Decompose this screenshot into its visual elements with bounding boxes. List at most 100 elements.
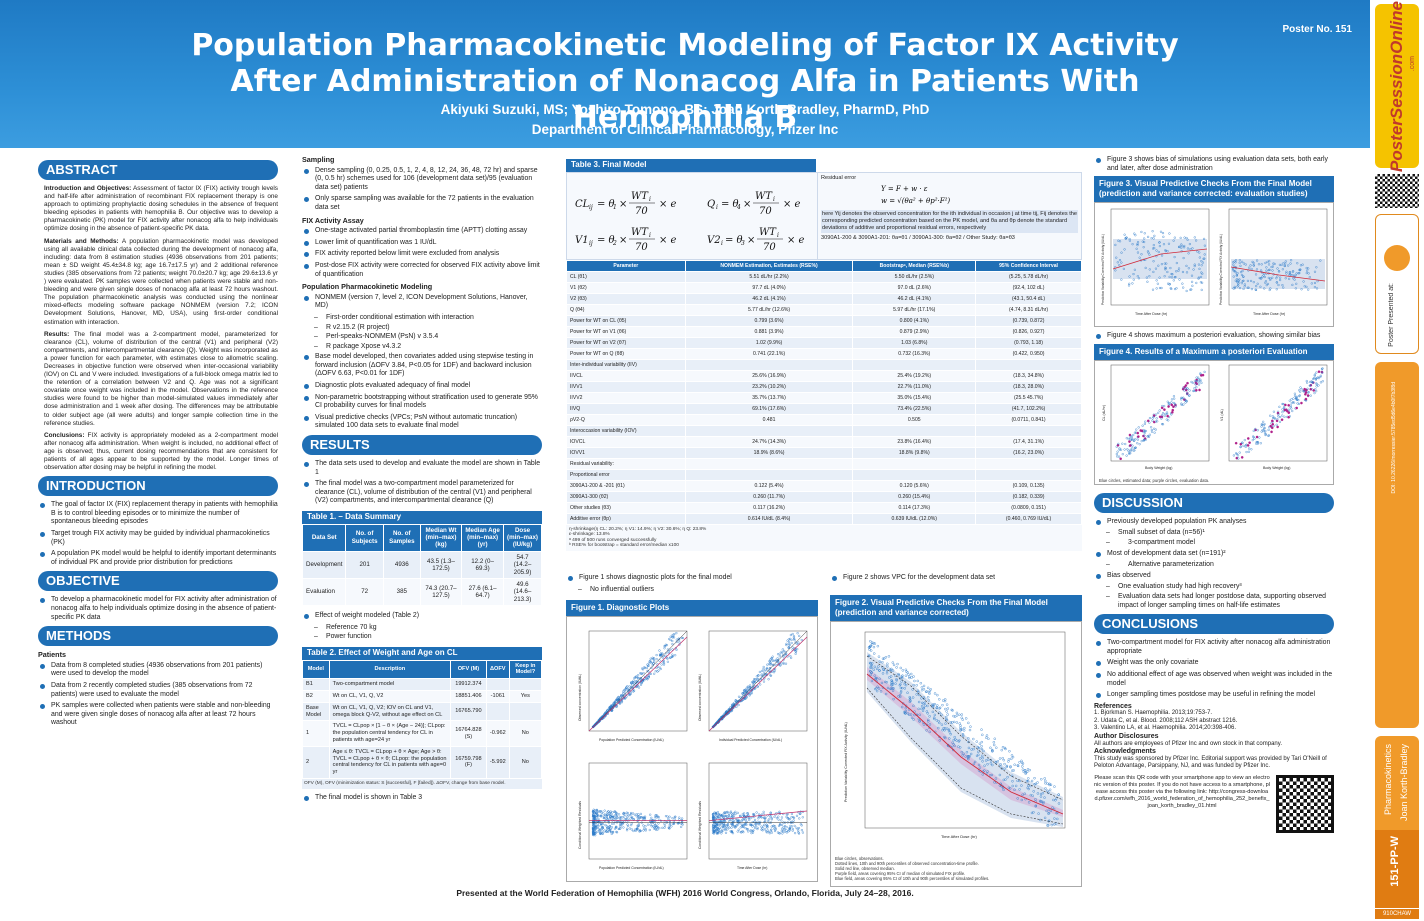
observation-point: [1262, 274, 1265, 277]
data-point: [788, 818, 791, 821]
table-cell: (0.460, 0.769 IU/dL): [975, 512, 1082, 525]
sidebar-qr-icon[interactable]: [1375, 174, 1419, 208]
estimate-point: [1315, 389, 1318, 392]
observation-point: [955, 713, 959, 717]
data-point: [736, 700, 739, 703]
estimate-point: [1131, 438, 1134, 441]
observation-point: [1283, 264, 1286, 268]
trend-line: [708, 810, 808, 822]
estimate-point: [1317, 384, 1320, 387]
observation-point: [906, 711, 910, 715]
y-axis-label: Observed concentration (IU/dL): [578, 674, 582, 721]
observation-point: [1018, 787, 1021, 791]
data-point: [777, 659, 780, 662]
data-point: [780, 819, 783, 822]
observation-point: [1146, 235, 1150, 239]
data-point: [667, 650, 670, 653]
data-point: [596, 820, 599, 824]
estimate-point: [1260, 422, 1263, 426]
figure4-plots: Body Weight (kg) CL (dL/hr) Body Weight (k…: [1094, 359, 1334, 485]
observation-point: [1308, 276, 1311, 279]
data-point: [633, 677, 636, 680]
table-cell: Interoccasion variability (IOV): [566, 424, 686, 437]
observation-point: [941, 703, 944, 706]
data-point: [713, 724, 716, 727]
estimate-point: [1130, 434, 1133, 438]
observation-point: [975, 740, 978, 743]
observation-point: [922, 706, 925, 710]
estimate-point: [1298, 394, 1301, 398]
table-cell: 201: [345, 550, 384, 580]
data-point: [598, 810, 601, 813]
qr-code-icon[interactable]: [1276, 775, 1334, 834]
data-point: [653, 826, 656, 829]
data-point: [763, 821, 766, 824]
list-item: Two-compartment model for FIX activity a…: [1094, 639, 1334, 656]
observation-point: [916, 679, 919, 682]
estimate-point: [1153, 431, 1156, 434]
data-point: [612, 702, 615, 705]
table-cell: 0.881 (3.9%): [684, 325, 854, 338]
table-cell: IIVQ: [566, 402, 686, 415]
data-point: [718, 826, 721, 829]
data-point: [671, 648, 674, 651]
table-cell: [975, 468, 1082, 481]
data-point: [788, 643, 791, 646]
data-point: [787, 646, 791, 649]
data-point: [779, 663, 782, 666]
table-cell: 27.6 (6.1–64.7): [461, 578, 505, 607]
observation-point: [1120, 251, 1123, 254]
observation-point: [917, 707, 920, 710]
estimate-point: [1144, 429, 1147, 432]
table-cell: (4.74, 8.31 dL/hr): [975, 303, 1082, 316]
data-point: [661, 826, 664, 830]
data-point: [623, 818, 626, 821]
estimate-point: [1319, 381, 1323, 384]
estimate-point: [1320, 367, 1324, 370]
estimate-point: [1133, 449, 1136, 452]
data-point: [748, 694, 751, 697]
estimate-point: [1298, 388, 1301, 392]
observation-point: [933, 713, 937, 716]
data-point: [717, 823, 720, 826]
data-point: [778, 655, 781, 658]
observation-point: [1238, 261, 1241, 265]
data-point: [630, 828, 633, 831]
postersessiononline-logo[interactable]: PosterSessionOnline .com: [1375, 1, 1419, 172]
data-point: [595, 814, 598, 817]
observation-point: [904, 709, 907, 712]
data-point: [786, 639, 789, 642]
observation-point: [1193, 263, 1196, 266]
observation-point: [1114, 244, 1117, 247]
estimate-point: [1260, 430, 1263, 433]
observation-point: [1172, 279, 1175, 282]
svg-text:= θ: = θ: [597, 199, 615, 210]
table-cell: 16759.798 (F): [450, 745, 487, 779]
table-cell: 5.51 dL/hr (2.2%): [684, 270, 854, 283]
estimate-point: [1127, 449, 1130, 452]
estimate-point: [1163, 414, 1166, 417]
data-point: [759, 816, 763, 819]
evaluation-point: [1305, 388, 1308, 392]
observation-point: [904, 706, 907, 709]
data-point: [784, 654, 787, 657]
list-item: The data sets used to develop and evalua…: [302, 460, 542, 477]
observation-point: [904, 674, 908, 677]
observation-point: [1265, 269, 1268, 273]
table-cell: 18.8% (9.8%): [852, 446, 977, 459]
data-point: [780, 827, 784, 830]
data-point: [674, 815, 677, 819]
table-cell: Inter-individual variability (IIV): [566, 358, 686, 371]
data-point: [664, 643, 667, 647]
observation-point: [908, 695, 911, 699]
table-cell: 46.2 dL (4.1%): [852, 292, 977, 305]
data-point: [647, 662, 651, 665]
data-point: [763, 818, 767, 821]
table-cell: (0.422, 0.950): [975, 347, 1082, 360]
data-point: [712, 817, 715, 820]
table-cell: 0.481: [684, 413, 854, 426]
table-cell: -5.992: [485, 745, 510, 779]
table-cell: [852, 468, 977, 481]
observation-point: [913, 679, 916, 682]
estimate-point: [1315, 385, 1318, 388]
